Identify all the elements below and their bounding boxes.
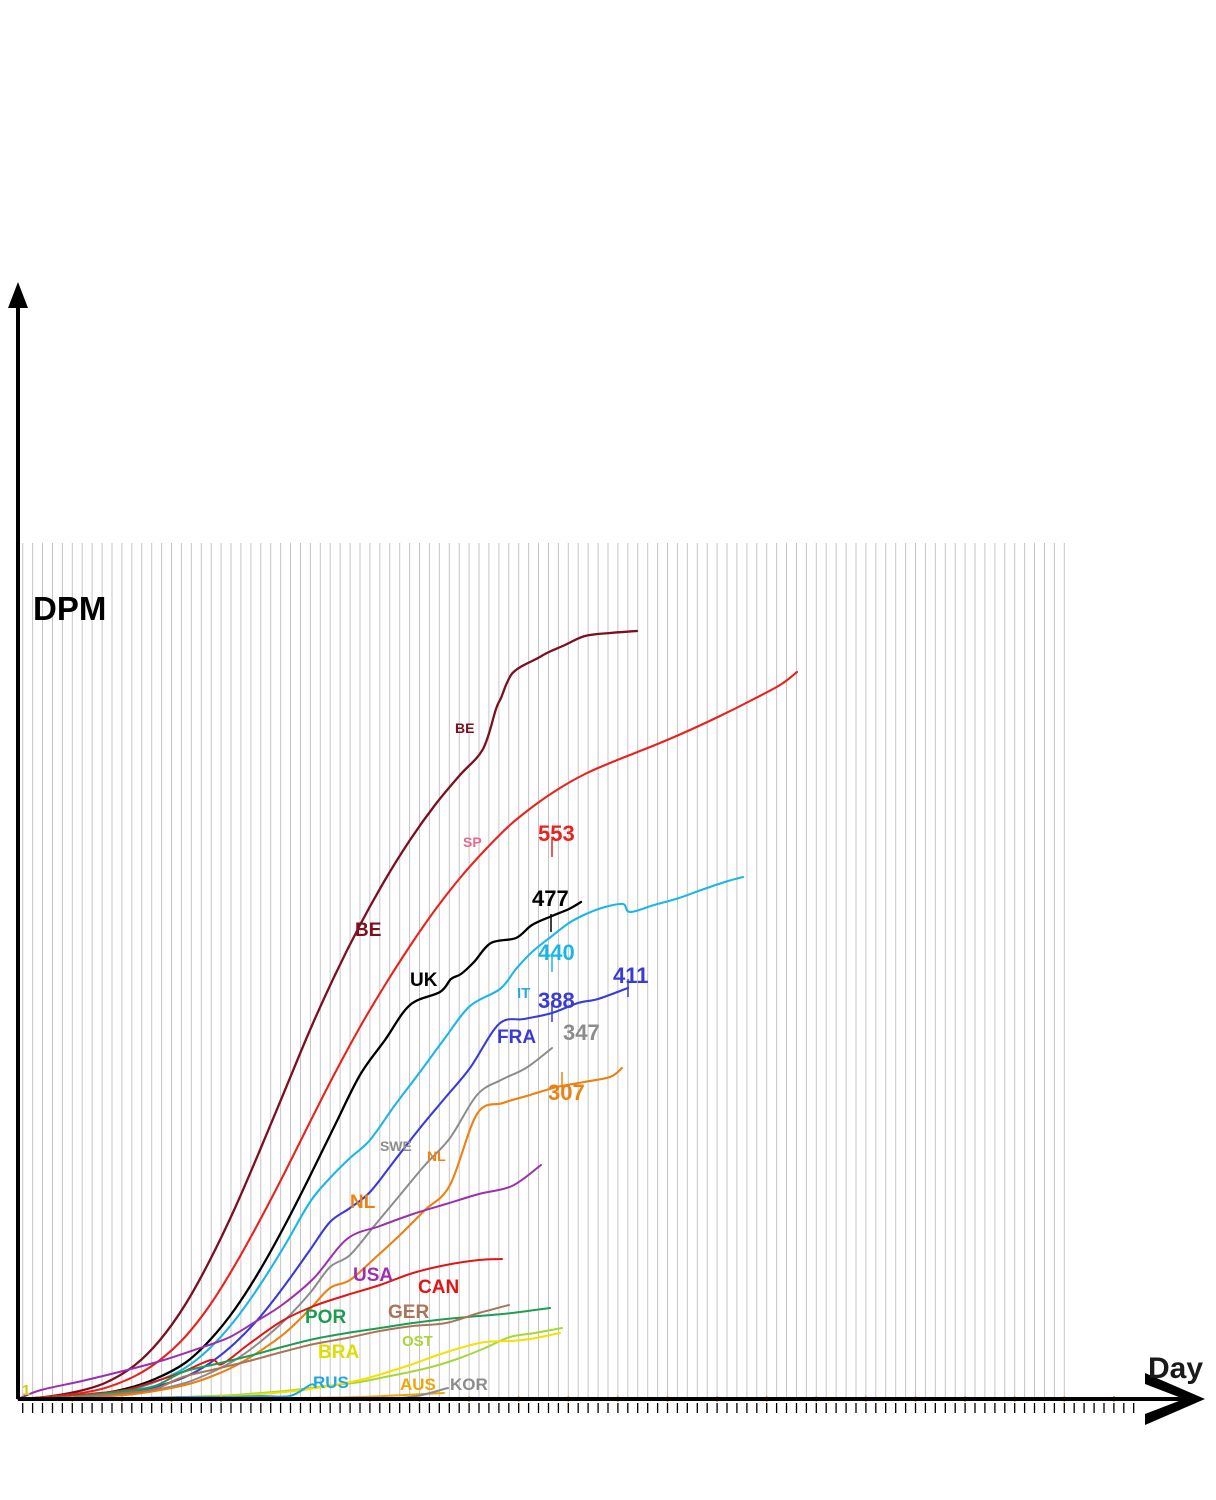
svg-text:USA: USA: [353, 1265, 393, 1286]
svg-text:553: 553: [538, 821, 575, 846]
svg-text:FRA: FRA: [497, 1027, 536, 1048]
svg-text:AUS: AUS: [400, 1375, 436, 1394]
svg-text:1: 1: [22, 1382, 30, 1399]
svg-text:411: 411: [613, 963, 649, 988]
svg-text:440: 440: [538, 940, 575, 965]
svg-text:347: 347: [563, 1020, 600, 1045]
svg-text:NL: NL: [350, 1192, 376, 1213]
svg-text:NL: NL: [427, 1148, 446, 1164]
svg-text:UK: UK: [410, 970, 438, 991]
svg-text:DPM: DPM: [33, 590, 106, 627]
svg-text:KOR: KOR: [450, 1375, 488, 1394]
svg-text:SP: SP: [463, 834, 482, 850]
svg-text:388: 388: [538, 988, 575, 1013]
svg-text:CAN: CAN: [418, 1277, 459, 1298]
svg-text:SWE: SWE: [380, 1138, 412, 1154]
svg-text:477: 477: [532, 886, 569, 911]
svg-text:POR: POR: [305, 1307, 346, 1328]
svg-text:GER: GER: [388, 1302, 429, 1323]
svg-text:OST: OST: [402, 1333, 433, 1350]
svg-text:Day: Day: [1148, 1352, 1203, 1385]
svg-text:IT: IT: [517, 985, 530, 1002]
svg-text:BRA: BRA: [318, 1342, 359, 1363]
svg-text:BE: BE: [455, 720, 474, 736]
svg-text:RUS: RUS: [313, 1373, 349, 1392]
svg-text:BE: BE: [355, 920, 381, 941]
svg-text:307: 307: [548, 1080, 585, 1105]
